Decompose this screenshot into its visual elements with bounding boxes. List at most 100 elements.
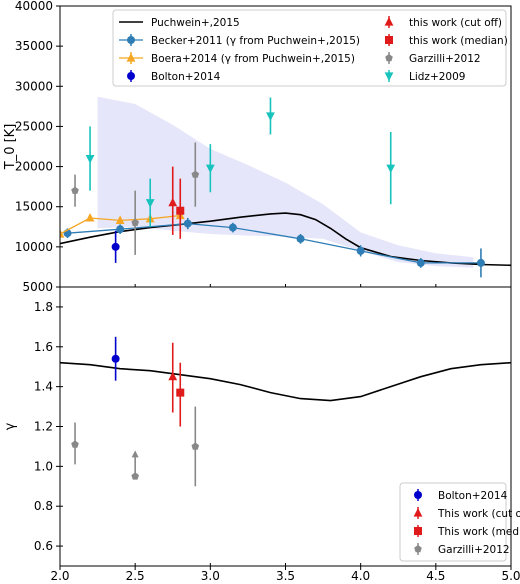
- data-point-bolton: [111, 242, 120, 251]
- legend-label: Bolton+2014: [438, 490, 508, 502]
- y-tick-label: 0.8: [34, 499, 53, 513]
- series-garzilli: [71, 406, 200, 487]
- legend-label: Boera+2014 (γ from Puchwein+,2015): [151, 53, 355, 65]
- y-tick-label: 30000: [15, 79, 53, 93]
- legend-bottom: Bolton+2014 This work (cut off) This work …: [399, 482, 520, 562]
- y-tick-label: 35000: [15, 39, 53, 53]
- series-median: [176, 362, 185, 427]
- y-axis-label-bottom: γ: [3, 422, 18, 430]
- y-tick-label: 1.2: [34, 420, 53, 434]
- data-point-becker: [116, 225, 125, 234]
- data-point-lidz: [145, 199, 155, 208]
- series-becker: [63, 217, 485, 278]
- x-tick-label: 3.0: [201, 569, 220, 580]
- data-point-median: [176, 388, 185, 397]
- x-tick-label: 4.5: [426, 569, 445, 580]
- legend-swatch: [384, 72, 394, 81]
- data-point-cutoff: [168, 371, 178, 381]
- series-line-becker: [67, 222, 481, 264]
- series-garzilli_limit: [131, 450, 139, 480]
- data-point-cutoff: [168, 197, 178, 207]
- legend-swatch: [385, 54, 393, 62]
- y-tick-label: 1.6: [34, 340, 53, 354]
- data-point-becker: [183, 219, 192, 228]
- series-lidz: [85, 97, 396, 227]
- series-garzilli: [71, 142, 200, 255]
- data-point-garzilli: [191, 442, 200, 450]
- legend-swatch: [385, 36, 393, 44]
- series-bolton: [111, 230, 120, 263]
- legend-swatch: [127, 72, 135, 80]
- data-point-lidz: [85, 154, 95, 164]
- y-tick-label: 25000: [15, 119, 53, 133]
- x-tick-label: 4.0: [351, 569, 370, 580]
- data-point-lidz: [386, 164, 396, 174]
- y-tick-label: 1.0: [34, 459, 53, 473]
- data-point-lidz: [205, 164, 215, 174]
- legend-swatch: [414, 491, 422, 499]
- legend-entry: Bolton+2014: [127, 70, 221, 83]
- legend-swatch: [384, 17, 394, 26]
- legend-label: this work (median): [409, 35, 508, 47]
- legend-swatch: [126, 53, 136, 62]
- legend-entry: Puchwein+,2015: [119, 17, 240, 29]
- uncertainty-band: [97, 96, 474, 268]
- legend-label: Bolton+2014: [151, 71, 221, 83]
- plot-area-bottom: [60, 336, 511, 487]
- legend-swatch: [414, 527, 422, 535]
- legend-entry: This work (cut off): [413, 507, 520, 520]
- x-tick-label: 3.5: [276, 569, 295, 580]
- y-tick-label: 15000: [15, 200, 53, 214]
- series-boera: [60, 210, 185, 238]
- data-point-becker: [296, 234, 305, 243]
- legend-entry: Garzilli+2012: [385, 52, 481, 65]
- data-point-becker: [416, 258, 425, 267]
- legend-entry: this work (cut off): [384, 16, 502, 29]
- data-point-garzilli: [71, 186, 79, 194]
- panel-bottom: 0.6 0.8 1.0 1.2 1.4 1.6 1.8 2.0 2.5 3.0 3.5 4.0 4.5 5…: [3, 286, 520, 584]
- y-tick-label: 1.4: [34, 380, 53, 394]
- legend-entry: Becker+2011 (γ from Puchwein+,2015): [119, 34, 360, 47]
- y-tick-label: 1.8: [34, 300, 53, 314]
- legend-label: This work (cut off): [437, 508, 520, 520]
- legend-box-bottom: [399, 482, 507, 562]
- legend-entry: This work (median): [414, 525, 520, 538]
- series-median: [176, 178, 185, 239]
- series-puchwein: [60, 361, 511, 402]
- legend-label: Garzilli+2012: [438, 544, 510, 556]
- data-point-garzilli: [71, 440, 79, 448]
- x-tick-label: 2.0: [50, 569, 69, 580]
- legend-entry: Garzilli+2012: [414, 543, 510, 556]
- data-point-garzilli_limit: [131, 472, 139, 480]
- limit-arrow-head: [131, 450, 139, 458]
- y-tick-label: 40000: [15, 0, 53, 13]
- series-cutoff: [168, 166, 178, 235]
- y-tick-label: 0.6: [34, 539, 53, 553]
- data-point-becker: [476, 258, 485, 267]
- data-point-lidz: [266, 112, 275, 121]
- legend-label: This work (median): [437, 526, 520, 538]
- legend-label: Garzilli+2012: [409, 53, 481, 65]
- legend-entry: Bolton+2014: [414, 489, 508, 502]
- data-point-becker: [356, 246, 365, 255]
- series-cutoff: [168, 342, 178, 413]
- data-point-boera: [60, 229, 65, 238]
- legend-swatch: [127, 36, 135, 44]
- legend-top: Puchwein+,2015 Becker+2011 (γ from Puchwe…: [112, 9, 508, 87]
- legend-box-top: [112, 9, 507, 87]
- data-point-median: [176, 206, 185, 215]
- data-point-boera: [85, 212, 95, 222]
- data-point-boera: [115, 215, 125, 224]
- legend-entry: Lidz+2009: [384, 70, 465, 83]
- legend-swatch: [414, 545, 422, 553]
- y-tick-label: 20000: [15, 160, 53, 174]
- y-tick-label: 5000: [22, 280, 53, 294]
- legend-label: this work (cut off): [409, 17, 502, 29]
- series-line-puchwein: [60, 361, 511, 402]
- panel-top: 5000 10000 15000 20000 25000 30000 35000 40000 T…: [3, 0, 512, 294]
- legend-label: Lidz+2009: [409, 71, 465, 83]
- data-point-garzilli: [191, 170, 200, 178]
- plot-area-top: [60, 96, 511, 278]
